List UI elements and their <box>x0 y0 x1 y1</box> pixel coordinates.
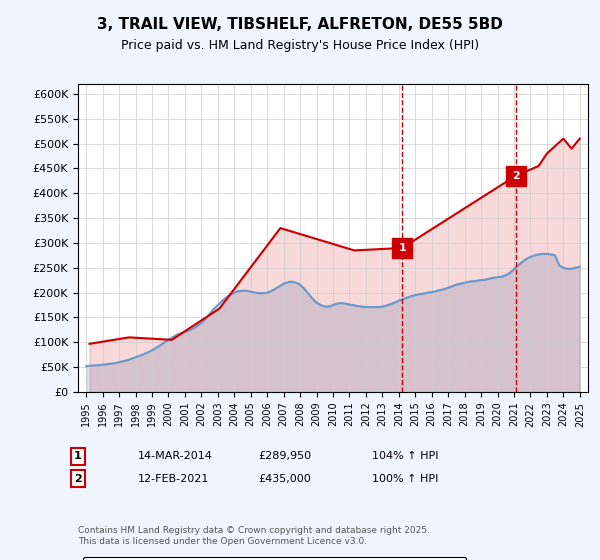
Text: 104% ↑ HPI: 104% ↑ HPI <box>372 451 439 461</box>
Text: £435,000: £435,000 <box>258 474 311 484</box>
Text: 100% ↑ HPI: 100% ↑ HPI <box>372 474 439 484</box>
Legend: 3, TRAIL VIEW, TIBSHELF, ALFRETON, DE55 5BD (detached house), HPI: Average price: 3, TRAIL VIEW, TIBSHELF, ALFRETON, DE55 … <box>83 557 466 560</box>
Text: 12-FEB-2021: 12-FEB-2021 <box>138 474 209 484</box>
Text: 2: 2 <box>512 171 520 181</box>
Text: 14-MAR-2014: 14-MAR-2014 <box>138 451 213 461</box>
Text: Price paid vs. HM Land Registry's House Price Index (HPI): Price paid vs. HM Land Registry's House … <box>121 39 479 52</box>
Text: 3, TRAIL VIEW, TIBSHELF, ALFRETON, DE55 5BD: 3, TRAIL VIEW, TIBSHELF, ALFRETON, DE55 … <box>97 17 503 32</box>
Text: Contains HM Land Registry data © Crown copyright and database right 2025.
This d: Contains HM Land Registry data © Crown c… <box>78 526 430 546</box>
Text: 1: 1 <box>74 451 82 461</box>
Text: 2: 2 <box>74 474 82 484</box>
Text: £289,950: £289,950 <box>258 451 311 461</box>
Text: 1: 1 <box>398 243 406 253</box>
